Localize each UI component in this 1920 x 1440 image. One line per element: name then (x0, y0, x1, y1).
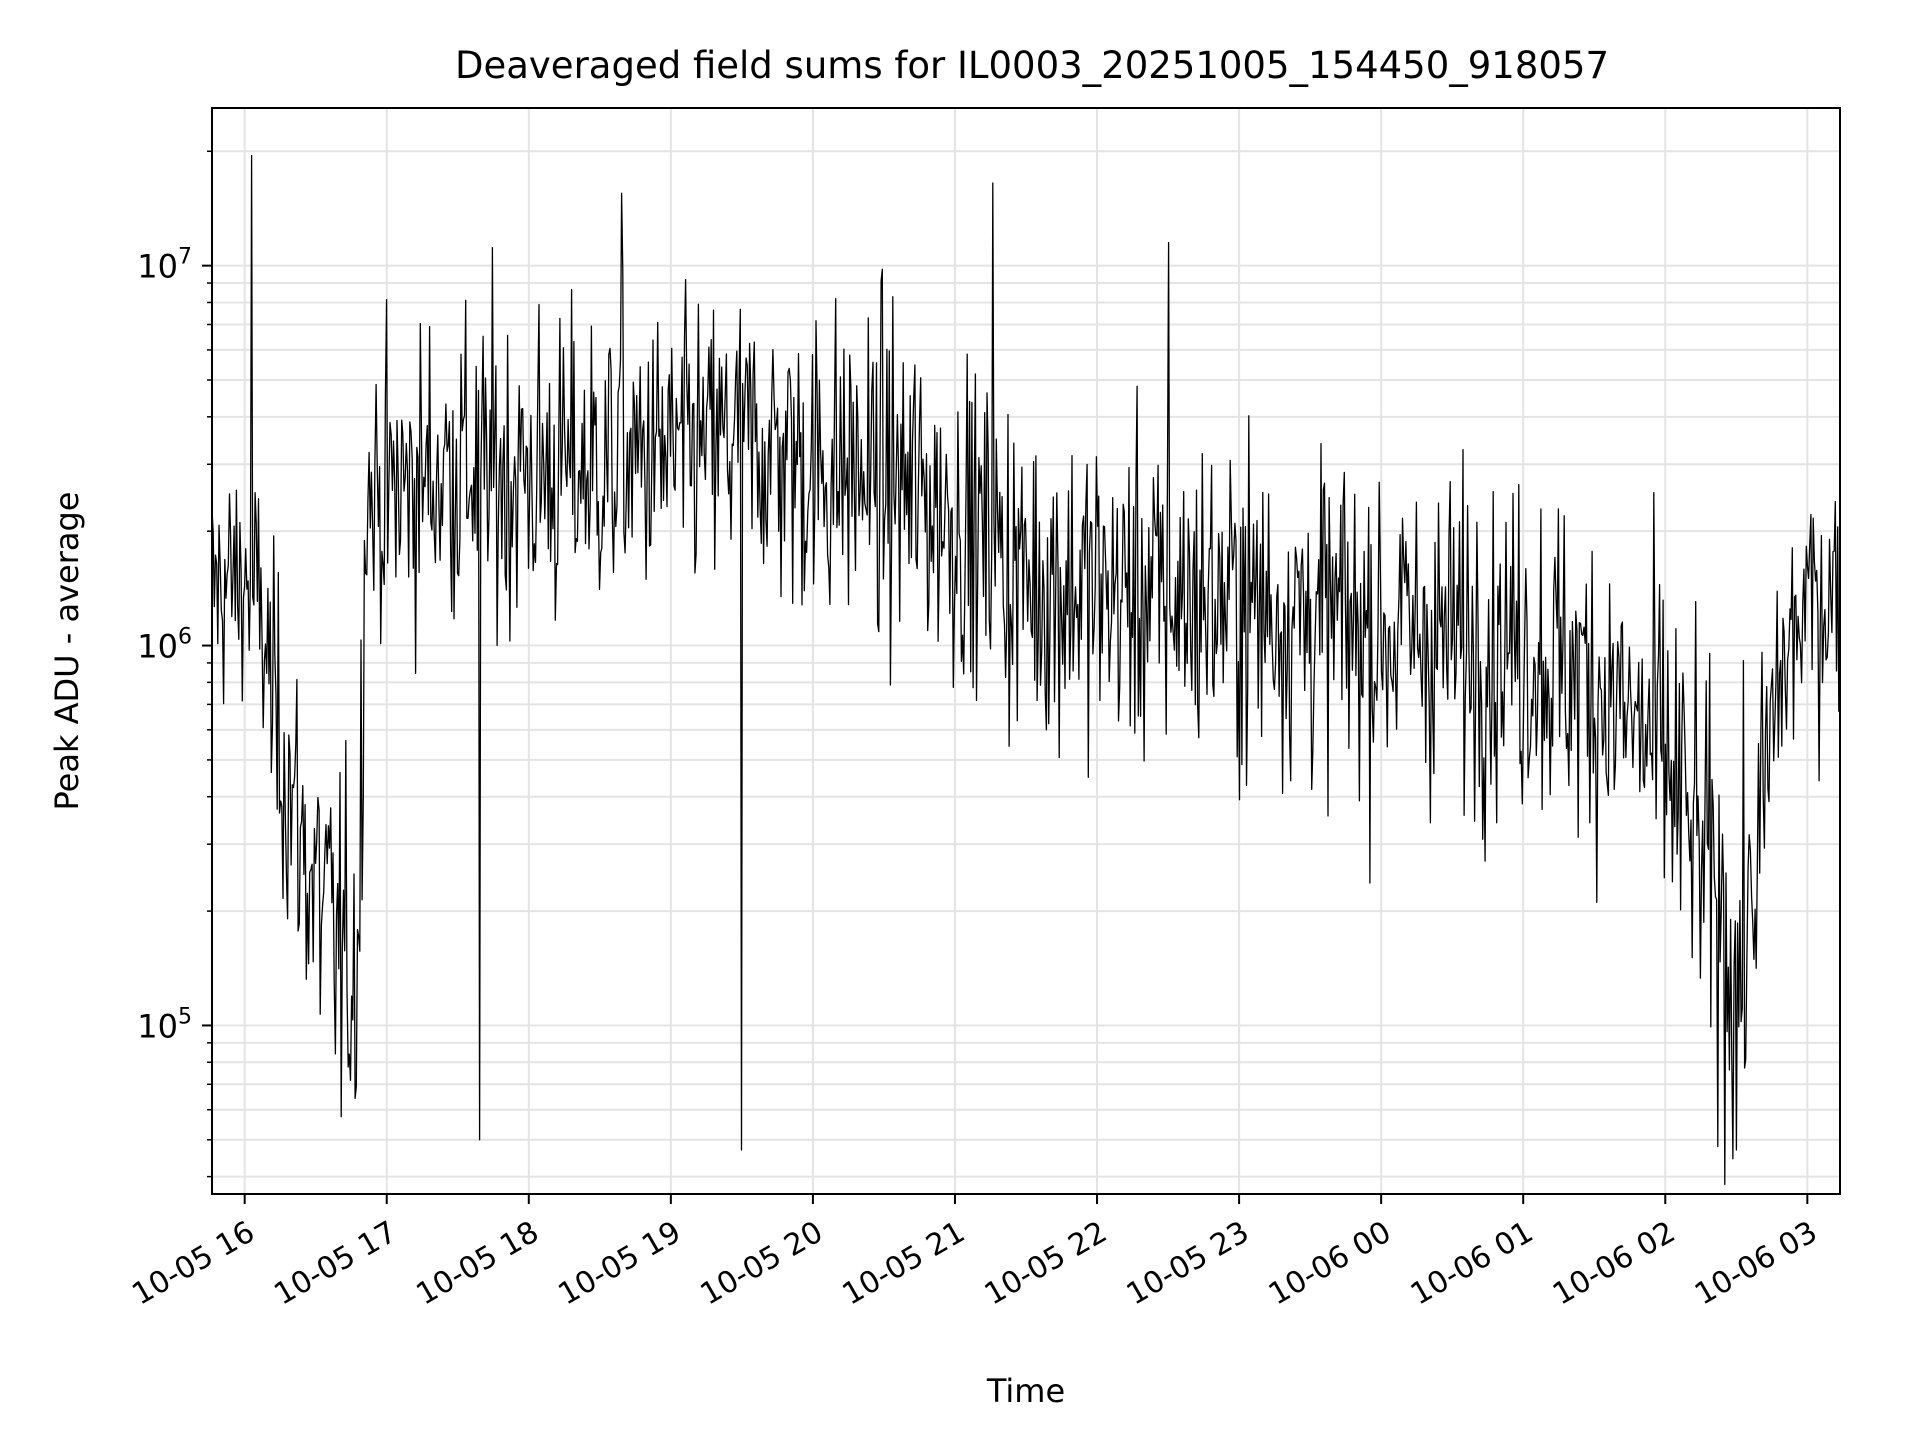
y-tick-label: 106 (137, 625, 192, 666)
x-axis-label: Time (986, 1372, 1065, 1410)
y-axis-ticks: 105 106 107 (137, 150, 212, 1178)
y-tick-label: 105 (137, 1004, 192, 1045)
plot-frame (211, 107, 1841, 1195)
y-tick-label: 107 (137, 245, 192, 286)
grid-lines (212, 108, 1840, 1194)
chart-title: Deaveraged field sums for IL0003_2025100… (455, 44, 1609, 87)
series-line (211, 154, 1841, 1186)
y-axis-label: Peak ADU - average (48, 492, 86, 811)
data-series (211, 154, 1841, 1186)
